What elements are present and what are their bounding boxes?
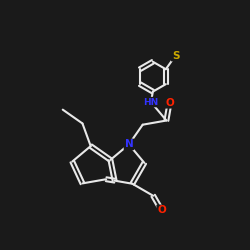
Text: HN: HN xyxy=(143,98,158,106)
Text: S: S xyxy=(172,50,179,60)
Text: N: N xyxy=(124,140,133,149)
Text: O: O xyxy=(165,98,174,108)
Text: O: O xyxy=(157,205,166,215)
